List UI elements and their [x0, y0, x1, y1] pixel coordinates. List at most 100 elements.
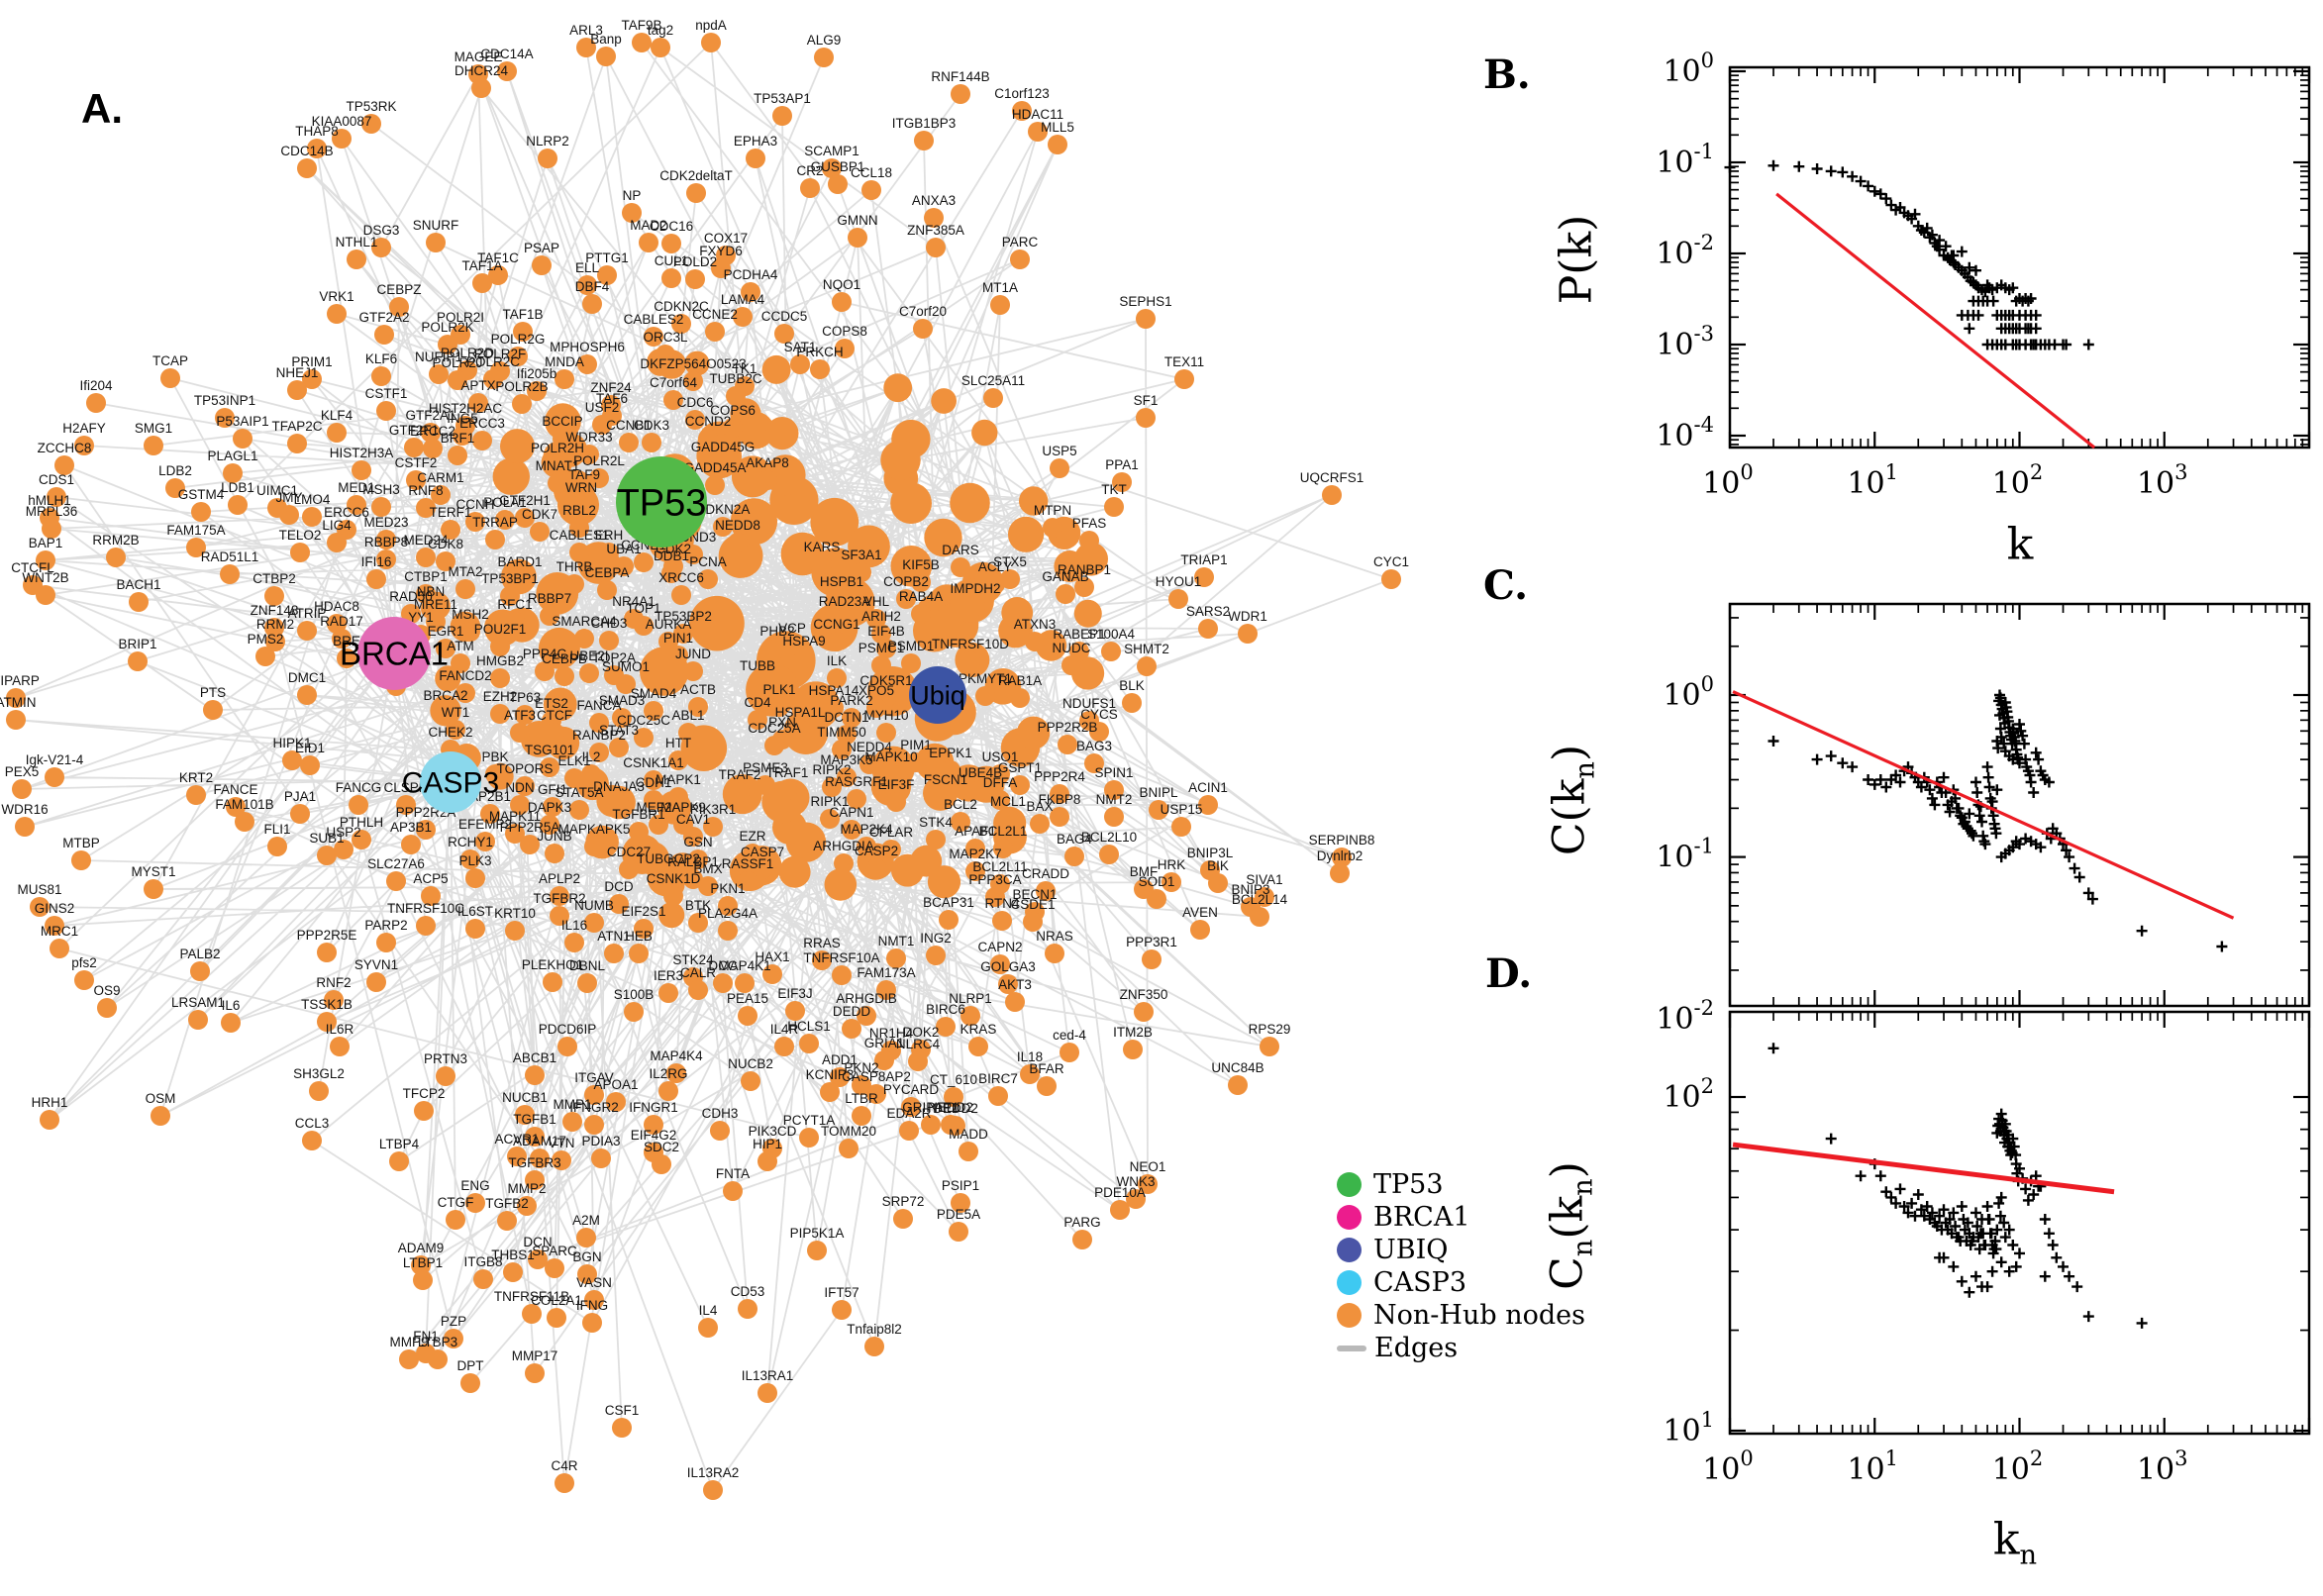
- network-node: [1073, 599, 1102, 628]
- network-node: [186, 785, 206, 805]
- network-node-label: CD4: [744, 695, 770, 710]
- network-node: [307, 139, 327, 158]
- network-node: [990, 954, 1010, 974]
- network-node: [438, 335, 457, 354]
- network-node: [683, 371, 703, 391]
- network-node-label: EZH2: [483, 689, 518, 704]
- network-node: [497, 61, 517, 81]
- network-node-label: SLC25A11: [961, 373, 1025, 388]
- network-node-label: RRAS: [803, 936, 841, 950]
- network-node: [748, 673, 767, 693]
- network-node: [510, 795, 530, 815]
- network-node-label: PARK2: [830, 693, 872, 708]
- network-node-label: MPHOSPH6: [550, 340, 625, 354]
- network-node: [265, 632, 285, 651]
- network-node-label: PIK3R1: [690, 802, 737, 817]
- network-node: [644, 790, 663, 810]
- network-node-label: TNFRSF10C: [387, 901, 464, 916]
- network-node: [1061, 655, 1081, 675]
- network-node-label: TIPARP: [0, 673, 40, 688]
- network-node: [406, 470, 426, 490]
- network-node-label: PHB2: [759, 624, 794, 639]
- network-node-label: MTA2: [448, 564, 482, 579]
- network-node: [842, 708, 861, 728]
- tick-label: 100: [1702, 1446, 1754, 1487]
- network-node-label: CDC6: [677, 395, 714, 410]
- network-node: [569, 543, 589, 562]
- network-node-label: CCNG1: [813, 617, 859, 632]
- network-node-label: IL4R: [770, 1022, 799, 1037]
- network-node-label: CEBPA: [585, 565, 630, 580]
- network-node: [711, 258, 731, 278]
- network-node-label: RNF144B: [931, 69, 989, 84]
- network-node: [525, 1065, 545, 1085]
- network-node: [455, 683, 475, 703]
- network-node-label: CDK5R1: [859, 673, 912, 688]
- network-node-label: C7orf64: [650, 375, 698, 390]
- network-node-label: PEA15: [727, 991, 768, 1006]
- network-node-label: MAGEE: [454, 50, 503, 64]
- tick-label: 100: [1702, 460, 1754, 501]
- network-node: [705, 475, 725, 495]
- network-node: [622, 203, 642, 223]
- network-node-label: APOA1: [593, 1077, 638, 1092]
- network-node-label: H2AFY: [62, 421, 106, 436]
- network-node: [774, 324, 794, 344]
- network-node: [444, 1329, 463, 1348]
- network-node-label: EPPK1: [929, 746, 972, 760]
- network-node: [824, 868, 858, 901]
- network-node: [835, 609, 855, 629]
- network-node: [785, 1001, 805, 1021]
- network-node-label: BIK: [1207, 858, 1229, 873]
- network-node-label: COX17: [704, 231, 748, 246]
- network-node: [1136, 309, 1156, 329]
- network-node: [1064, 847, 1084, 866]
- network-node: [959, 1142, 978, 1161]
- network-node: [15, 817, 35, 837]
- network-node: [1134, 1002, 1154, 1022]
- tick-label: 10-4: [1656, 413, 1714, 453]
- network-node-label: SYVN1: [354, 957, 398, 972]
- network-node-label: CDS1: [39, 472, 74, 487]
- network-node-label: IMPDH2: [950, 581, 1000, 596]
- network-node: [282, 750, 302, 770]
- network-node-label: MAP4K1: [718, 958, 770, 973]
- network-node: [778, 855, 811, 888]
- network-node: [1174, 369, 1194, 389]
- network-node: [1137, 656, 1157, 676]
- network-node-label: TP53BP2: [655, 609, 712, 624]
- network-node: [661, 268, 681, 288]
- network-node: [505, 824, 525, 844]
- network-node-label: MSH3: [362, 482, 400, 497]
- axis-title-ckn: C(kn): [1544, 744, 1601, 856]
- network-node: [726, 386, 746, 406]
- network-node-label: MMP9: [389, 1335, 428, 1349]
- network-node: [1074, 577, 1094, 597]
- tick-label: 10-1: [1656, 835, 1714, 875]
- network-node-label: WDR33: [565, 430, 612, 445]
- network-node-label: Tnfaip8l2: [847, 1322, 902, 1337]
- network-node-label: MTPN: [1034, 503, 1071, 518]
- network-node: [926, 946, 946, 965]
- scatter-points-D: [1768, 1043, 2148, 1329]
- network-node-label: PZP: [441, 1314, 466, 1329]
- network-node-label: RAD51L1: [201, 549, 259, 564]
- network-node-label: MNDA: [545, 354, 584, 369]
- network-node: [510, 723, 530, 743]
- network-node-label: MED23: [363, 515, 408, 530]
- network-node-label: RNF2: [316, 975, 351, 990]
- network-node-label: LTBP3: [418, 1335, 457, 1349]
- network-node: [451, 653, 470, 673]
- panel-label-d: D.: [1485, 950, 1533, 997]
- tick-label: 10-2: [1656, 996, 1714, 1037]
- network-node-label: LDB2: [158, 463, 192, 478]
- network-node-label: DMC1: [288, 670, 326, 685]
- network-node-label: IER3: [654, 968, 683, 983]
- network-node: [616, 674, 636, 694]
- network-node-label: CCND2: [685, 414, 732, 429]
- network-node-label: BGN: [572, 1249, 601, 1264]
- network-node: [698, 429, 718, 449]
- network-node: [828, 174, 848, 194]
- legend-item-edges: Edges: [1337, 1332, 1585, 1364]
- network-node-label: NUCB2: [728, 1056, 773, 1071]
